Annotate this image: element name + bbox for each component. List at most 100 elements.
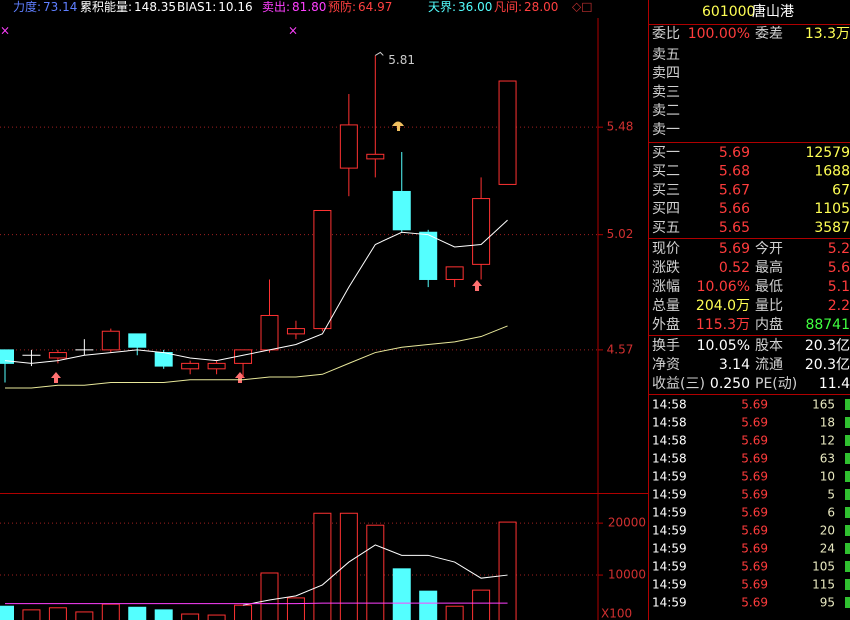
tick-price: 5.69 — [741, 542, 768, 556]
field-value: 3.14 — [719, 357, 750, 373]
indicator-value: 64.97 — [358, 0, 392, 14]
volume-ma-line — [242, 544, 508, 606]
ma-line — [4, 219, 508, 364]
bid-volume: 3587 — [814, 220, 850, 236]
field-label: 最高 — [755, 259, 783, 276]
indicator-item: 卖出: 81.80 — [262, 0, 326, 14]
field-value: 13.3万 — [805, 26, 850, 42]
field-value: 5.2 — [828, 241, 850, 257]
field-label: 外盘 — [652, 316, 680, 333]
candle-body — [0, 349, 14, 364]
field-label: 总量 — [652, 298, 680, 314]
bid-price: 5.68 — [719, 164, 750, 180]
tick-price: 5.69 — [741, 596, 768, 610]
candle-body — [392, 190, 411, 231]
tick-price: 5.69 — [741, 524, 768, 538]
bid-label: 买二 — [652, 164, 680, 180]
candle-body — [154, 352, 173, 367]
field-value: 88741 — [805, 317, 850, 333]
buy-arrow — [235, 372, 245, 383]
tick-price: 5.69 — [741, 560, 768, 574]
tick-time: 14:58 — [652, 452, 687, 466]
ask-label: 卖四 — [652, 66, 680, 82]
field-value: 20.3亿 — [805, 357, 850, 373]
field-value: 10.05% — [697, 338, 750, 354]
bid-label: 买五 — [652, 220, 680, 236]
tick-side — [845, 417, 850, 428]
price-tick-label: 4.57 — [607, 342, 634, 356]
volume-tick-label: 20000 — [608, 516, 646, 530]
candle-body — [260, 314, 279, 351]
volume-bar — [445, 605, 464, 620]
field-label: 委比 — [652, 26, 680, 42]
stock-code: 601000 — [702, 4, 755, 20]
volume-bar — [260, 572, 279, 620]
tick-price: 5.69 — [741, 488, 768, 502]
volume-bar — [286, 597, 305, 620]
ask-label: 卖一 — [652, 122, 680, 138]
volume-bar — [128, 606, 147, 620]
candle-body — [472, 198, 491, 265]
bid-price: 5.69 — [719, 145, 750, 161]
candle-body — [48, 352, 67, 359]
tick-side — [845, 579, 850, 590]
volume-bar — [101, 603, 120, 620]
indicator-label: 预防: — [328, 0, 356, 14]
field-value: 100.00% — [688, 26, 750, 42]
candle-body — [366, 153, 385, 160]
tick-side — [845, 399, 850, 410]
volume-bar — [339, 512, 358, 620]
bid-volume: 1105 — [814, 201, 850, 217]
volume-bar — [419, 590, 438, 620]
field-label: 最低 — [755, 279, 783, 295]
high-pointer — [375, 51, 384, 56]
tick-price: 5.69 — [741, 416, 768, 430]
volume-bar — [498, 521, 517, 620]
tick-price: 5.69 — [741, 578, 768, 592]
indicator-label: 累积能量: — [80, 0, 132, 14]
tick-volume: 10 — [820, 470, 835, 484]
field-label: 委差 — [755, 26, 783, 42]
tick-volume: 6 — [827, 506, 835, 520]
icon-stem — [397, 126, 400, 131]
tick-time: 14:58 — [652, 398, 687, 412]
indicator-value: 36.00 — [458, 0, 492, 14]
window-icons[interactable]: ◇□ — [572, 0, 593, 14]
indicator-label: BIAS1: — [177, 0, 216, 14]
field-value: 2.2 — [828, 298, 850, 314]
tick-side — [845, 453, 850, 464]
tick-side — [845, 471, 850, 482]
field-value: 0.52 — [719, 260, 750, 276]
tick-volume: 63 — [820, 452, 835, 466]
tick-time: 14:59 — [652, 596, 687, 610]
bid-price: 5.67 — [719, 182, 750, 198]
indicator-item: 累积能量: 148.35 — [80, 0, 176, 14]
tick-price: 5.69 — [741, 506, 768, 520]
tick-side — [845, 435, 850, 446]
candle-body — [207, 362, 226, 370]
bid-label: 买一 — [652, 145, 680, 161]
tick-time: 14:59 — [652, 524, 687, 538]
field-value: 5.6 — [828, 260, 850, 276]
field-value: 5.1 — [828, 279, 850, 295]
volume-bar — [154, 609, 173, 620]
tick-side — [845, 525, 850, 536]
field-value: 20.3亿 — [805, 338, 850, 354]
tick-volume: 165 — [812, 398, 835, 412]
marker: × — [288, 24, 298, 38]
tick-time: 14:58 — [652, 416, 687, 430]
mushroom-icon — [392, 121, 404, 131]
marker: × — [0, 24, 10, 38]
indicator-value: 73.14 — [43, 0, 77, 14]
tick-time: 14:58 — [652, 434, 687, 448]
volume-bar — [366, 524, 385, 620]
buy-arrow — [51, 372, 61, 383]
price-tick-label: 5.48 — [607, 120, 634, 134]
indicator-item: 预防: 64.97 — [328, 0, 392, 14]
tick-time: 14:59 — [652, 560, 687, 574]
volume-bar — [0, 605, 14, 620]
candle-body — [339, 124, 358, 169]
tick-volume: 105 — [812, 560, 835, 574]
indicator-value: 28.00 — [524, 0, 558, 14]
